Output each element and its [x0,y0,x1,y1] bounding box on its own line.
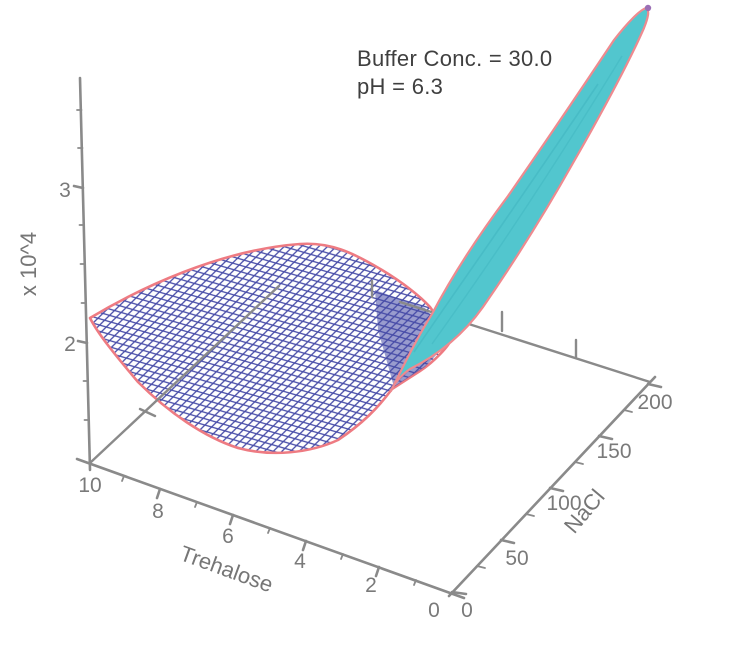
x-axis-tick-2 [374,565,381,578]
z-axis-tick-2 [76,339,89,345]
y-tick-label-150: 150 [596,440,631,463]
x-tick-label-8: 8 [152,500,164,523]
x-axis-minortick [267,527,271,534]
x-tick-label-2: 2 [365,574,377,597]
y-tick-label-0: 0 [461,599,473,622]
z-tick-label-2: 2 [64,333,76,356]
z-axis-tick-3 [72,184,85,190]
x-axis-title: Trehalose [177,541,277,598]
floor-edge-left-line [89,284,281,464]
ridge-streak-2 [431,55,623,345]
y-axis-tick-0 [450,590,468,596]
x-tick-label-10: 10 [78,474,101,497]
x-tick-label-4: 4 [294,550,306,573]
mesh-dense-corner [375,290,450,387]
y-axis-tick-100 [548,486,565,493]
z-axis-line [78,76,92,472]
z-axis [72,76,92,472]
x-axis-minortick [194,501,198,508]
y-tick-label-200: 200 [637,391,672,414]
y-axis-minortick [623,409,633,413]
ridge-tip-dot [644,4,652,12]
ridge-streak-1 [413,83,599,353]
y-axis-tick-150 [597,434,614,441]
y-axis-line [447,375,657,598]
floor-edge-left [89,284,281,464]
x-tick-label-0: 0 [428,599,440,622]
ridge-surface-group [389,4,652,393]
y-axis-minortick [525,513,535,517]
x-axis-tick-8 [155,487,162,500]
floor-edge-left-tick [138,407,157,418]
y-axis-tick-50 [499,538,516,545]
x-axis-minortick [413,579,417,586]
annotation-buffer-conc: Buffer Conc. = 30.0 [357,46,552,71]
y-tick-label-100: 100 [546,492,581,515]
y-axis [447,375,663,598]
y-axis-minortick [574,461,584,465]
y-tick-label-50: 50 [505,547,528,570]
x-axis [75,457,466,600]
annotation-ph: pH = 6.3 [357,74,443,99]
y-axis-minortick [476,565,486,569]
mesh-surface [88,242,454,455]
x-axis-minortick [121,475,125,482]
z-axis-title: x 10^4 [16,232,41,296]
x-axis-minortick [340,553,344,560]
x-tick-label-6: 6 [222,525,234,548]
x-axis-tick-4 [301,539,308,552]
x-axis-tick-6 [228,513,235,526]
y-axis-tick-200 [646,382,663,389]
z-tick-label-3: 3 [59,179,71,202]
mesh-surface-group [88,242,454,455]
